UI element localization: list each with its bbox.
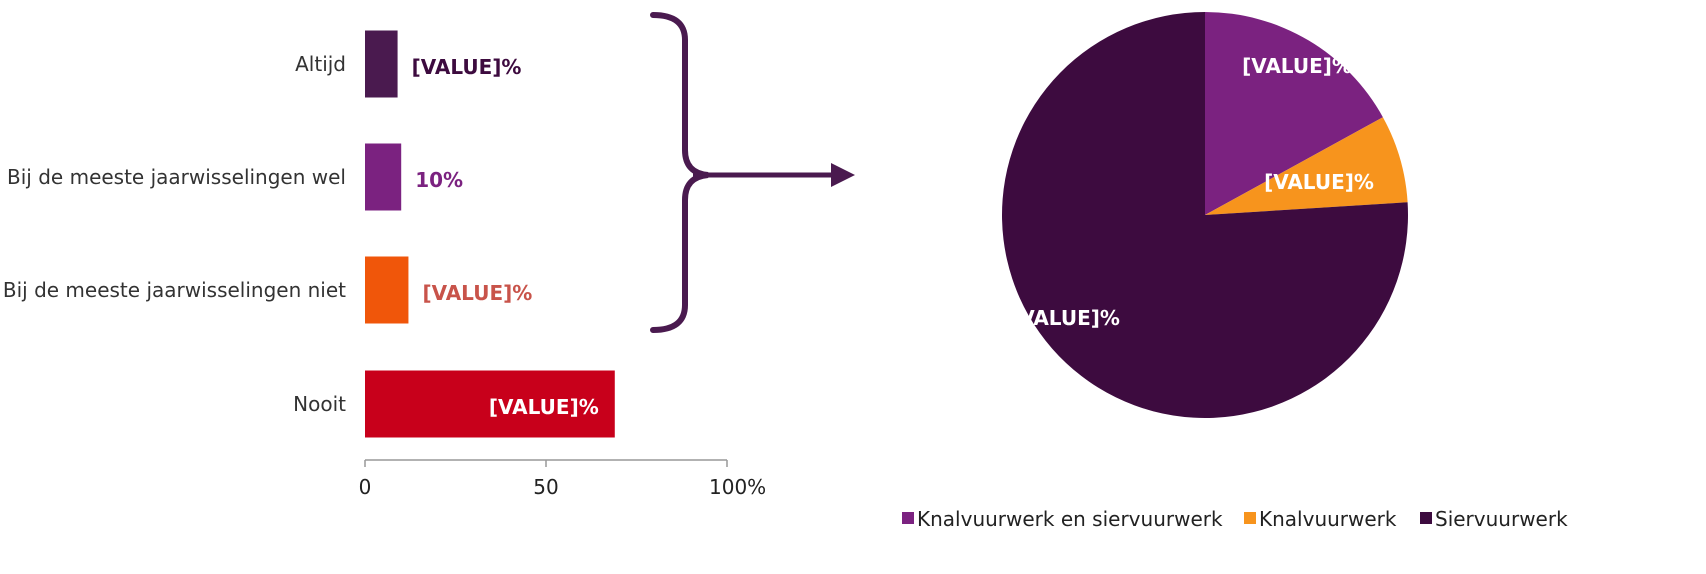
pie-slice-label: [VALUE]%	[1264, 170, 1374, 194]
pie-slice-label: [VALUE]%	[1242, 54, 1352, 78]
legend-swatch	[1420, 512, 1432, 524]
pie-slice-label: [VALUE]%	[1010, 306, 1120, 330]
legend-swatch	[1244, 512, 1256, 524]
pie-chart: [VALUE]% [VALUE]% [VALUE]%	[1002, 11, 1408, 418]
bar-value-label: 10%	[415, 168, 463, 192]
category-label: Bij de meeste jaarwisselingen wel	[7, 165, 346, 189]
legend-label: Knalvuurwerk en siervuurwerk	[917, 507, 1223, 531]
pie-slice	[1205, 11, 1383, 215]
x-tick-label: 100%	[709, 475, 766, 499]
bar	[365, 143, 402, 211]
bar	[365, 370, 615, 438]
category-label: Altijd	[295, 52, 346, 76]
legend-swatch	[902, 512, 914, 524]
pie-legend: Knalvuurwerk en siervuurwerk Knalvuurwerk…	[902, 507, 1568, 531]
category-label: Bij de meeste jaarwisselingen niet	[3, 278, 346, 302]
bar-value-label: [VALUE]%	[489, 395, 599, 419]
legend-label: Knalvuurwerk	[1259, 507, 1397, 531]
bar	[365, 30, 398, 98]
legend-label: Siervuurwerk	[1435, 507, 1568, 531]
pie-slice	[1002, 12, 1408, 418]
x-tick-label: 0	[359, 475, 372, 499]
category-label: Nooit	[293, 392, 346, 416]
bar	[365, 256, 409, 324]
bar-chart: Altijd [VALUE]% Bij de meeste jaarwisselin…	[3, 30, 766, 499]
bracket-arrow-connector	[650, 12, 855, 333]
pie-slice	[1205, 117, 1408, 215]
bar-value-label: [VALUE]%	[412, 55, 522, 79]
x-tick-label: 50	[533, 475, 558, 499]
arrow-head	[831, 163, 855, 187]
bar-value-label: [VALUE]%	[422, 281, 532, 305]
